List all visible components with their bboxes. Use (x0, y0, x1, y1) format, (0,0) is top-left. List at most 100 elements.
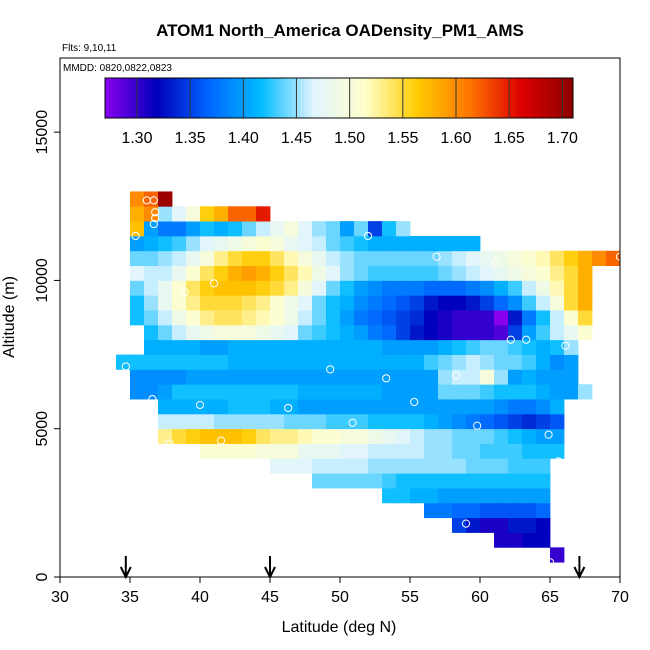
heatmap-cell (466, 310, 481, 326)
heatmap-cell (144, 221, 159, 237)
colorbar-segment (296, 78, 301, 118)
heatmap-cell (172, 221, 187, 237)
heatmap-cell (382, 443, 397, 459)
colorbar-segment (354, 78, 359, 118)
observation-point (473, 421, 482, 430)
heatmap-cell (382, 428, 397, 444)
heatmap-cell (130, 310, 145, 326)
colorbar-segment (292, 78, 297, 118)
colorbar-segment (417, 78, 422, 118)
heatmap-cell (410, 280, 425, 296)
heatmap-cell (242, 413, 257, 430)
heatmap-cell (452, 399, 467, 415)
colorbar-segment (179, 78, 184, 118)
colorbar-segment (370, 78, 375, 118)
heatmap-cell (494, 532, 509, 548)
heatmap-cell (186, 310, 201, 326)
heatmap-cell (256, 250, 271, 266)
heatmap-cell (186, 384, 201, 400)
heatmap-cell (578, 324, 593, 341)
heatmap-cell (284, 295, 299, 311)
dates-label: MMDD: 0820,0822,0823 (63, 63, 172, 74)
heatmap-cell (312, 428, 327, 444)
colorbar-segment (483, 78, 488, 118)
heatmap-cell (368, 295, 383, 311)
heatmap-cell (536, 265, 551, 281)
heatmap-cell (284, 413, 299, 430)
heatmap-cell (172, 384, 187, 400)
heatmap-cell (466, 413, 481, 430)
heatmap-cell (270, 265, 285, 281)
colorbar-segment (206, 78, 211, 118)
heatmap-cell (298, 310, 313, 326)
heatmap-cell (186, 295, 201, 311)
heatmap-cell (578, 295, 593, 311)
heatmap-cell (536, 413, 551, 430)
heatmap-cell (326, 221, 341, 237)
heatmap-cell (410, 324, 425, 341)
heatmap-cell (382, 280, 397, 296)
heatmap-cell (550, 339, 565, 355)
y-axis-label: Altitude (m) (1, 276, 18, 358)
heatmap-cell (144, 280, 159, 296)
heatmap-cell (186, 354, 201, 370)
heatmap-cell (270, 458, 285, 474)
heatmap-cell (256, 265, 271, 281)
heatmap-cell (368, 324, 383, 341)
heatmap-cell (214, 354, 229, 370)
heatmap-cell (228, 443, 243, 459)
y-tick-label: 0 (34, 572, 51, 581)
heatmap-cell (172, 354, 187, 370)
heatmap-cell (522, 532, 537, 548)
heatmap-cell (340, 250, 355, 266)
colorbar-segment (522, 78, 527, 118)
colorbar-segment (405, 78, 410, 118)
colorbar-segment (171, 78, 176, 118)
heatmap-cell (228, 413, 243, 430)
observation-point (148, 394, 157, 404)
heatmap-cell (130, 265, 145, 281)
colorbar-segment (381, 78, 387, 118)
heatmap-cell (340, 443, 355, 459)
heatmap-cell (158, 191, 173, 207)
heatmap-cell (158, 265, 173, 281)
heatmap-cell (186, 250, 201, 266)
colorbar-segment (261, 78, 266, 118)
colorbar-tick-label: 1.65 (494, 130, 525, 147)
colorbar-segment (534, 78, 539, 118)
heatmap-cell (438, 295, 453, 311)
heatmap-cell (494, 265, 509, 281)
heatmap-cell (466, 428, 481, 444)
colorbar-tick-label: 1.55 (387, 130, 418, 147)
heatmap-cell (186, 206, 201, 222)
heatmap-cell (200, 280, 215, 296)
heatmap-cell (200, 265, 215, 281)
heatmap-cell (186, 369, 201, 385)
heatmap-cell (214, 250, 229, 266)
heatmap-cell (480, 280, 495, 296)
heatmap-cell (298, 324, 313, 341)
observation-points (121, 196, 625, 567)
heatmap-cell (452, 265, 467, 281)
colorbar-segment (401, 78, 406, 118)
heatmap-cell (410, 295, 425, 311)
colorbar-segment (487, 78, 492, 118)
heatmap-cell (452, 443, 467, 459)
observation-point (216, 436, 226, 445)
heatmap-cell (410, 310, 425, 326)
heatmap-cell (368, 265, 383, 281)
colorbar-segment (323, 78, 328, 118)
heatmap-cell (158, 310, 173, 326)
heatmap-cell (284, 369, 299, 385)
heatmap-cell (410, 354, 425, 370)
observation-point (121, 362, 130, 371)
x-tick-label: 65 (541, 589, 559, 606)
heatmap-cell (172, 265, 187, 281)
heatmap-cell (354, 428, 369, 444)
heatmap-cell (130, 384, 145, 400)
heatmap-cell (200, 369, 215, 385)
heatmap-cell (536, 369, 551, 385)
heatmap-cell (424, 369, 439, 385)
heatmap-cell (550, 547, 565, 563)
heatmap-cell (326, 443, 341, 459)
